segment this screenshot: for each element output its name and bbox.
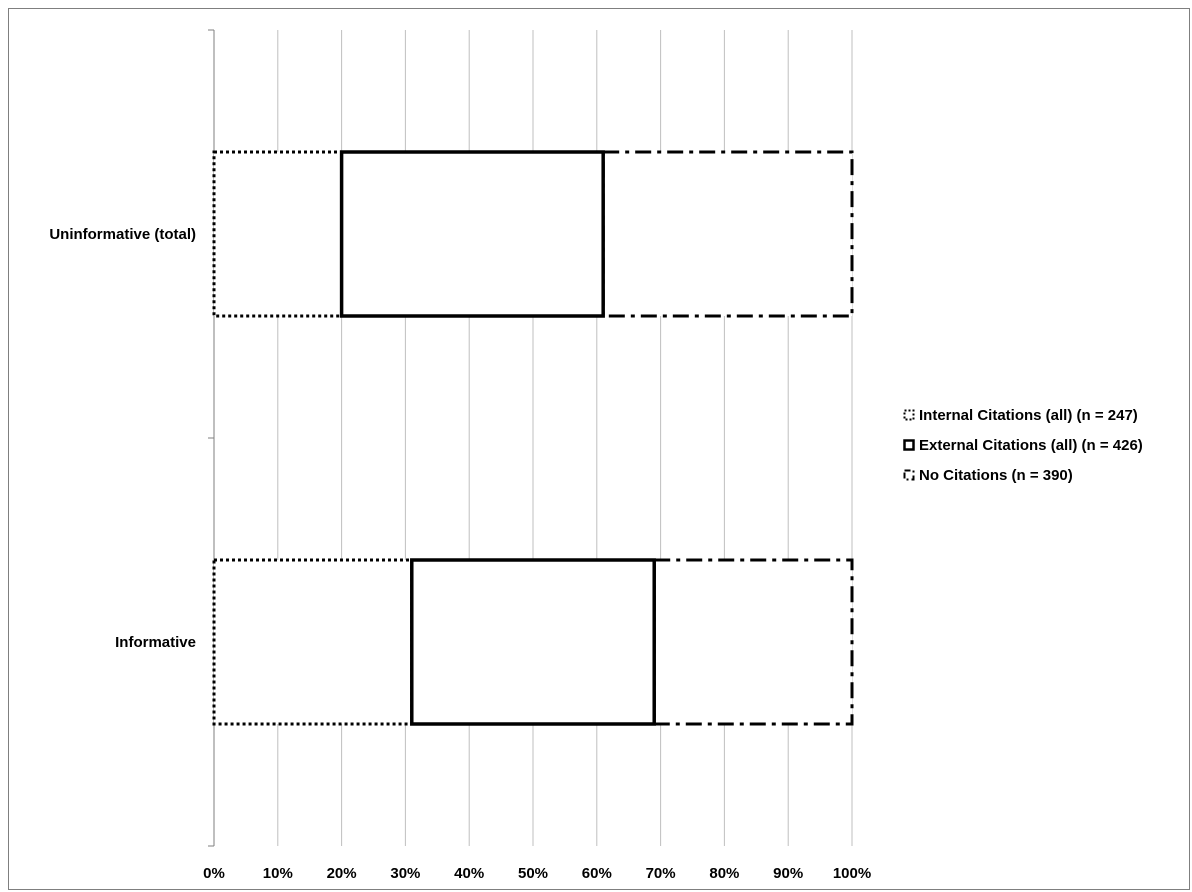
bar-informative-1 bbox=[410, 558, 656, 726]
bar-uninformative-0 bbox=[212, 150, 344, 318]
bar-uninformative-1 bbox=[339, 150, 605, 318]
x-tick-label: 60% bbox=[582, 865, 612, 882]
x-tick-label: 100% bbox=[833, 865, 871, 882]
dotted-box-icon bbox=[903, 409, 915, 421]
bar-informative-0 bbox=[212, 558, 414, 726]
legend-label: No Citations (n = 390) bbox=[919, 466, 1073, 484]
x-tick-labels: 0% 10% 20% 30% 40% 50% 60% 70% 80% 90% 100% bbox=[203, 865, 871, 882]
legend-label: External Citations (all) (n = 426) bbox=[919, 436, 1143, 454]
legend-label: Internal Citations (all) (n = 247) bbox=[919, 406, 1138, 424]
x-tick-label: 10% bbox=[263, 865, 293, 882]
x-tick-label: 70% bbox=[646, 865, 676, 882]
x-tick-label: 50% bbox=[518, 865, 548, 882]
category-label: Informative bbox=[115, 634, 196, 651]
category-labels: Uninformative (total) Informative bbox=[49, 226, 196, 651]
legend-item-no-citations: No Citations (n = 390) bbox=[903, 463, 1143, 487]
x-tick-label: 80% bbox=[709, 865, 739, 882]
bar-informative-2 bbox=[652, 558, 854, 726]
x-tick-label: 30% bbox=[390, 865, 420, 882]
x-tick-label: 0% bbox=[203, 865, 225, 882]
category-label: Uninformative (total) bbox=[49, 226, 196, 243]
bars bbox=[212, 150, 854, 726]
x-tick-label: 90% bbox=[773, 865, 803, 882]
x-tick-label: 40% bbox=[454, 865, 484, 882]
legend-item-internal: Internal Citations (all) (n = 247) bbox=[903, 403, 1143, 427]
solid-box-icon bbox=[903, 439, 915, 451]
x-tick-label: 20% bbox=[327, 865, 357, 882]
legend: Internal Citations (all) (n = 247) Exter… bbox=[903, 403, 1143, 493]
bar-uninformative-2 bbox=[601, 150, 854, 318]
chart-frame bbox=[8, 8, 1190, 890]
legend-item-external: External Citations (all) (n = 426) bbox=[903, 433, 1143, 457]
dash-dot-box-icon bbox=[903, 469, 915, 481]
